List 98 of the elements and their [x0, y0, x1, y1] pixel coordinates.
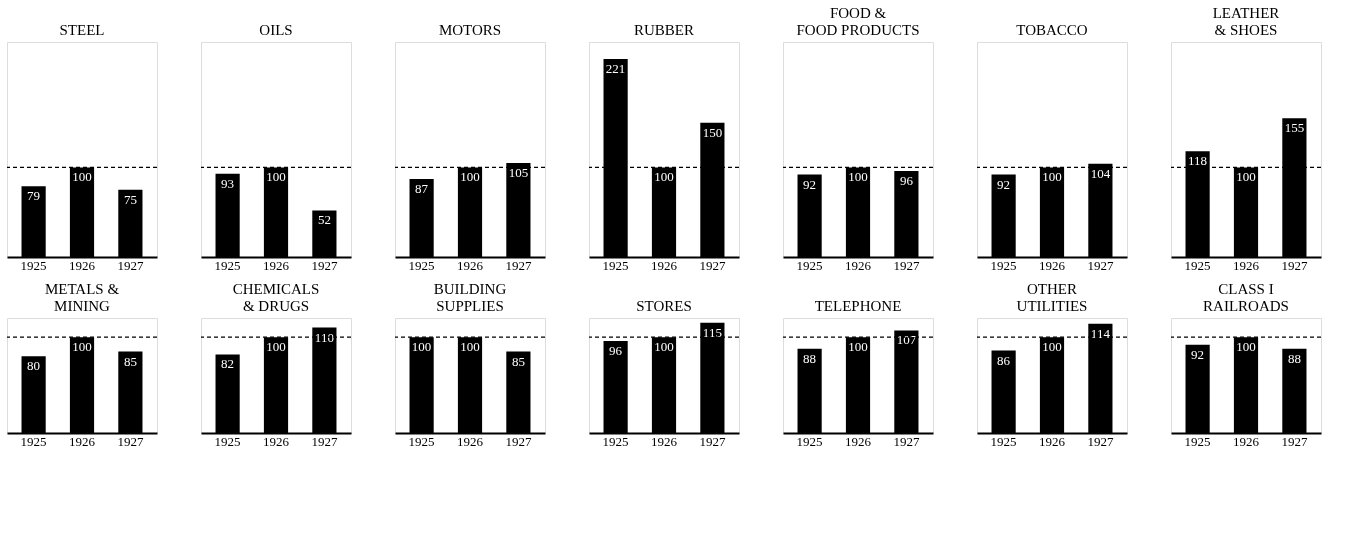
x-tick-label: 1926 [1233, 257, 1260, 273]
x-tick-label: 1927 [117, 257, 144, 273]
x-tick-label: 1927 [893, 257, 920, 273]
x-tick-label: 1926 [1039, 433, 1066, 449]
chart-title: MOTORS [438, 22, 502, 38]
x-tick-label: 1926 [457, 433, 484, 449]
data-label: 100 [266, 169, 286, 185]
x-tick-label: 1925 [602, 257, 629, 273]
x-tick-label: 1925 [1184, 433, 1211, 449]
chart-title: CLASS I RAILROADS [1203, 281, 1289, 314]
x-tick-label: 1925 [408, 257, 435, 273]
chart-title: STEEL [59, 22, 105, 38]
data-label: 155 [1284, 120, 1305, 136]
x-tick-label: 1925 [20, 433, 47, 449]
data-label: 221 [605, 61, 626, 77]
x-tick-label: 1927 [117, 433, 144, 449]
data-label: 92 [803, 176, 817, 192]
data-label: 96 [609, 343, 623, 358]
data-label: 92 [1191, 346, 1205, 362]
data-label: 100 [266, 339, 286, 355]
data-label: 88 [1287, 350, 1301, 366]
x-tick-label: 1927 [505, 257, 532, 273]
x-tick-label: 1927 [699, 257, 726, 273]
chart-title: TELEPHONE [814, 298, 902, 314]
x-tick-label: 1927 [1281, 257, 1308, 273]
x-tick-label: 1927 [505, 433, 532, 449]
data-label: 88 [803, 350, 817, 366]
chart-title: CHEMICALS & DRUGS [232, 281, 320, 314]
chart-title: BUILDING SUPPLIES [433, 281, 507, 314]
data-label: 100 [848, 339, 868, 355]
x-tick-label: 1925 [214, 257, 241, 273]
x-tick-label: 1926 [845, 433, 872, 449]
data-label: 150 [702, 124, 723, 140]
x-tick-label: 1926 [69, 257, 96, 273]
x-tick-label: 1925 [408, 433, 435, 449]
x-tick-label: 1927 [1281, 433, 1308, 449]
data-label: 110 [314, 329, 334, 345]
x-tick-label: 1927 [1087, 257, 1114, 273]
data-label: 100 [1042, 339, 1062, 355]
data-label: 93 [221, 175, 235, 191]
x-tick-label: 1927 [699, 433, 726, 449]
x-tick-label: 1926 [845, 257, 872, 273]
data-label: 100 [654, 169, 674, 185]
x-tick-label: 1927 [893, 433, 920, 449]
x-tick-label: 1925 [796, 257, 823, 273]
data-label: 92 [997, 176, 1011, 192]
data-label: 114 [1090, 325, 1111, 341]
data-label: 100 [1236, 169, 1256, 185]
data-label: 79 [27, 188, 41, 204]
data-label: 100 [654, 339, 674, 355]
data-label: 100 [1042, 169, 1062, 185]
data-label: 100 [72, 169, 92, 185]
data-label: 100 [72, 339, 92, 355]
chart-title: LEATHER & SHOES [1212, 5, 1280, 38]
x-tick-label: 1925 [1184, 257, 1211, 273]
data-label: 107 [896, 332, 917, 348]
data-label: 86 [997, 352, 1011, 368]
data-label: 100 [411, 339, 432, 355]
data-label: 75 [123, 191, 137, 207]
x-tick-label: 1926 [1039, 257, 1066, 273]
chart-title: OTHER UTILITIES [1016, 281, 1088, 314]
data-label: 100 [1236, 339, 1256, 355]
data-label: 104 [1090, 165, 1111, 181]
x-tick-label: 1926 [69, 433, 96, 449]
chart-title: TOBACCO [1016, 22, 1088, 38]
x-tick-label: 1926 [263, 433, 290, 449]
x-tick-label: 1926 [457, 257, 484, 273]
data-label: 80 [27, 358, 41, 374]
x-tick-label: 1926 [651, 433, 678, 449]
x-tick-label: 1926 [1233, 433, 1260, 449]
data-label: 85 [511, 353, 525, 369]
x-tick-label: 1925 [20, 257, 47, 273]
x-tick-label: 1926 [651, 257, 678, 273]
x-tick-label: 1925 [990, 433, 1017, 449]
x-tick-label: 1927 [1087, 433, 1114, 449]
x-tick-label: 1925 [990, 257, 1017, 273]
data-label: 96 [899, 173, 914, 188]
x-tick-label: 1927 [311, 433, 338, 449]
x-tick-label: 1925 [602, 433, 629, 449]
x-tick-label: 1925 [796, 433, 823, 449]
chart-title: FOOD & FOOD PRODUCTS [796, 5, 920, 38]
data-label: 105 [508, 164, 529, 180]
data-label: 115 [702, 324, 722, 340]
x-tick-label: 1927 [311, 257, 338, 273]
data-label: 118 [1188, 153, 1208, 169]
x-tick-label: 1925 [214, 433, 241, 449]
x-tick-label: 1926 [263, 257, 290, 273]
data-label: 85 [123, 353, 137, 369]
data-label: 52 [317, 212, 331, 228]
chart-title: OILS [259, 22, 293, 38]
chart-title: RUBBER [633, 22, 695, 38]
data-label: 100 [848, 169, 868, 185]
data-label: 100 [460, 339, 480, 355]
chart-title: STORES [636, 298, 692, 314]
data-label: 82 [221, 356, 235, 372]
data-label: 87 [415, 181, 429, 197]
data-label: 100 [460, 169, 480, 185]
chart-title: METALS & MINING [44, 281, 120, 314]
